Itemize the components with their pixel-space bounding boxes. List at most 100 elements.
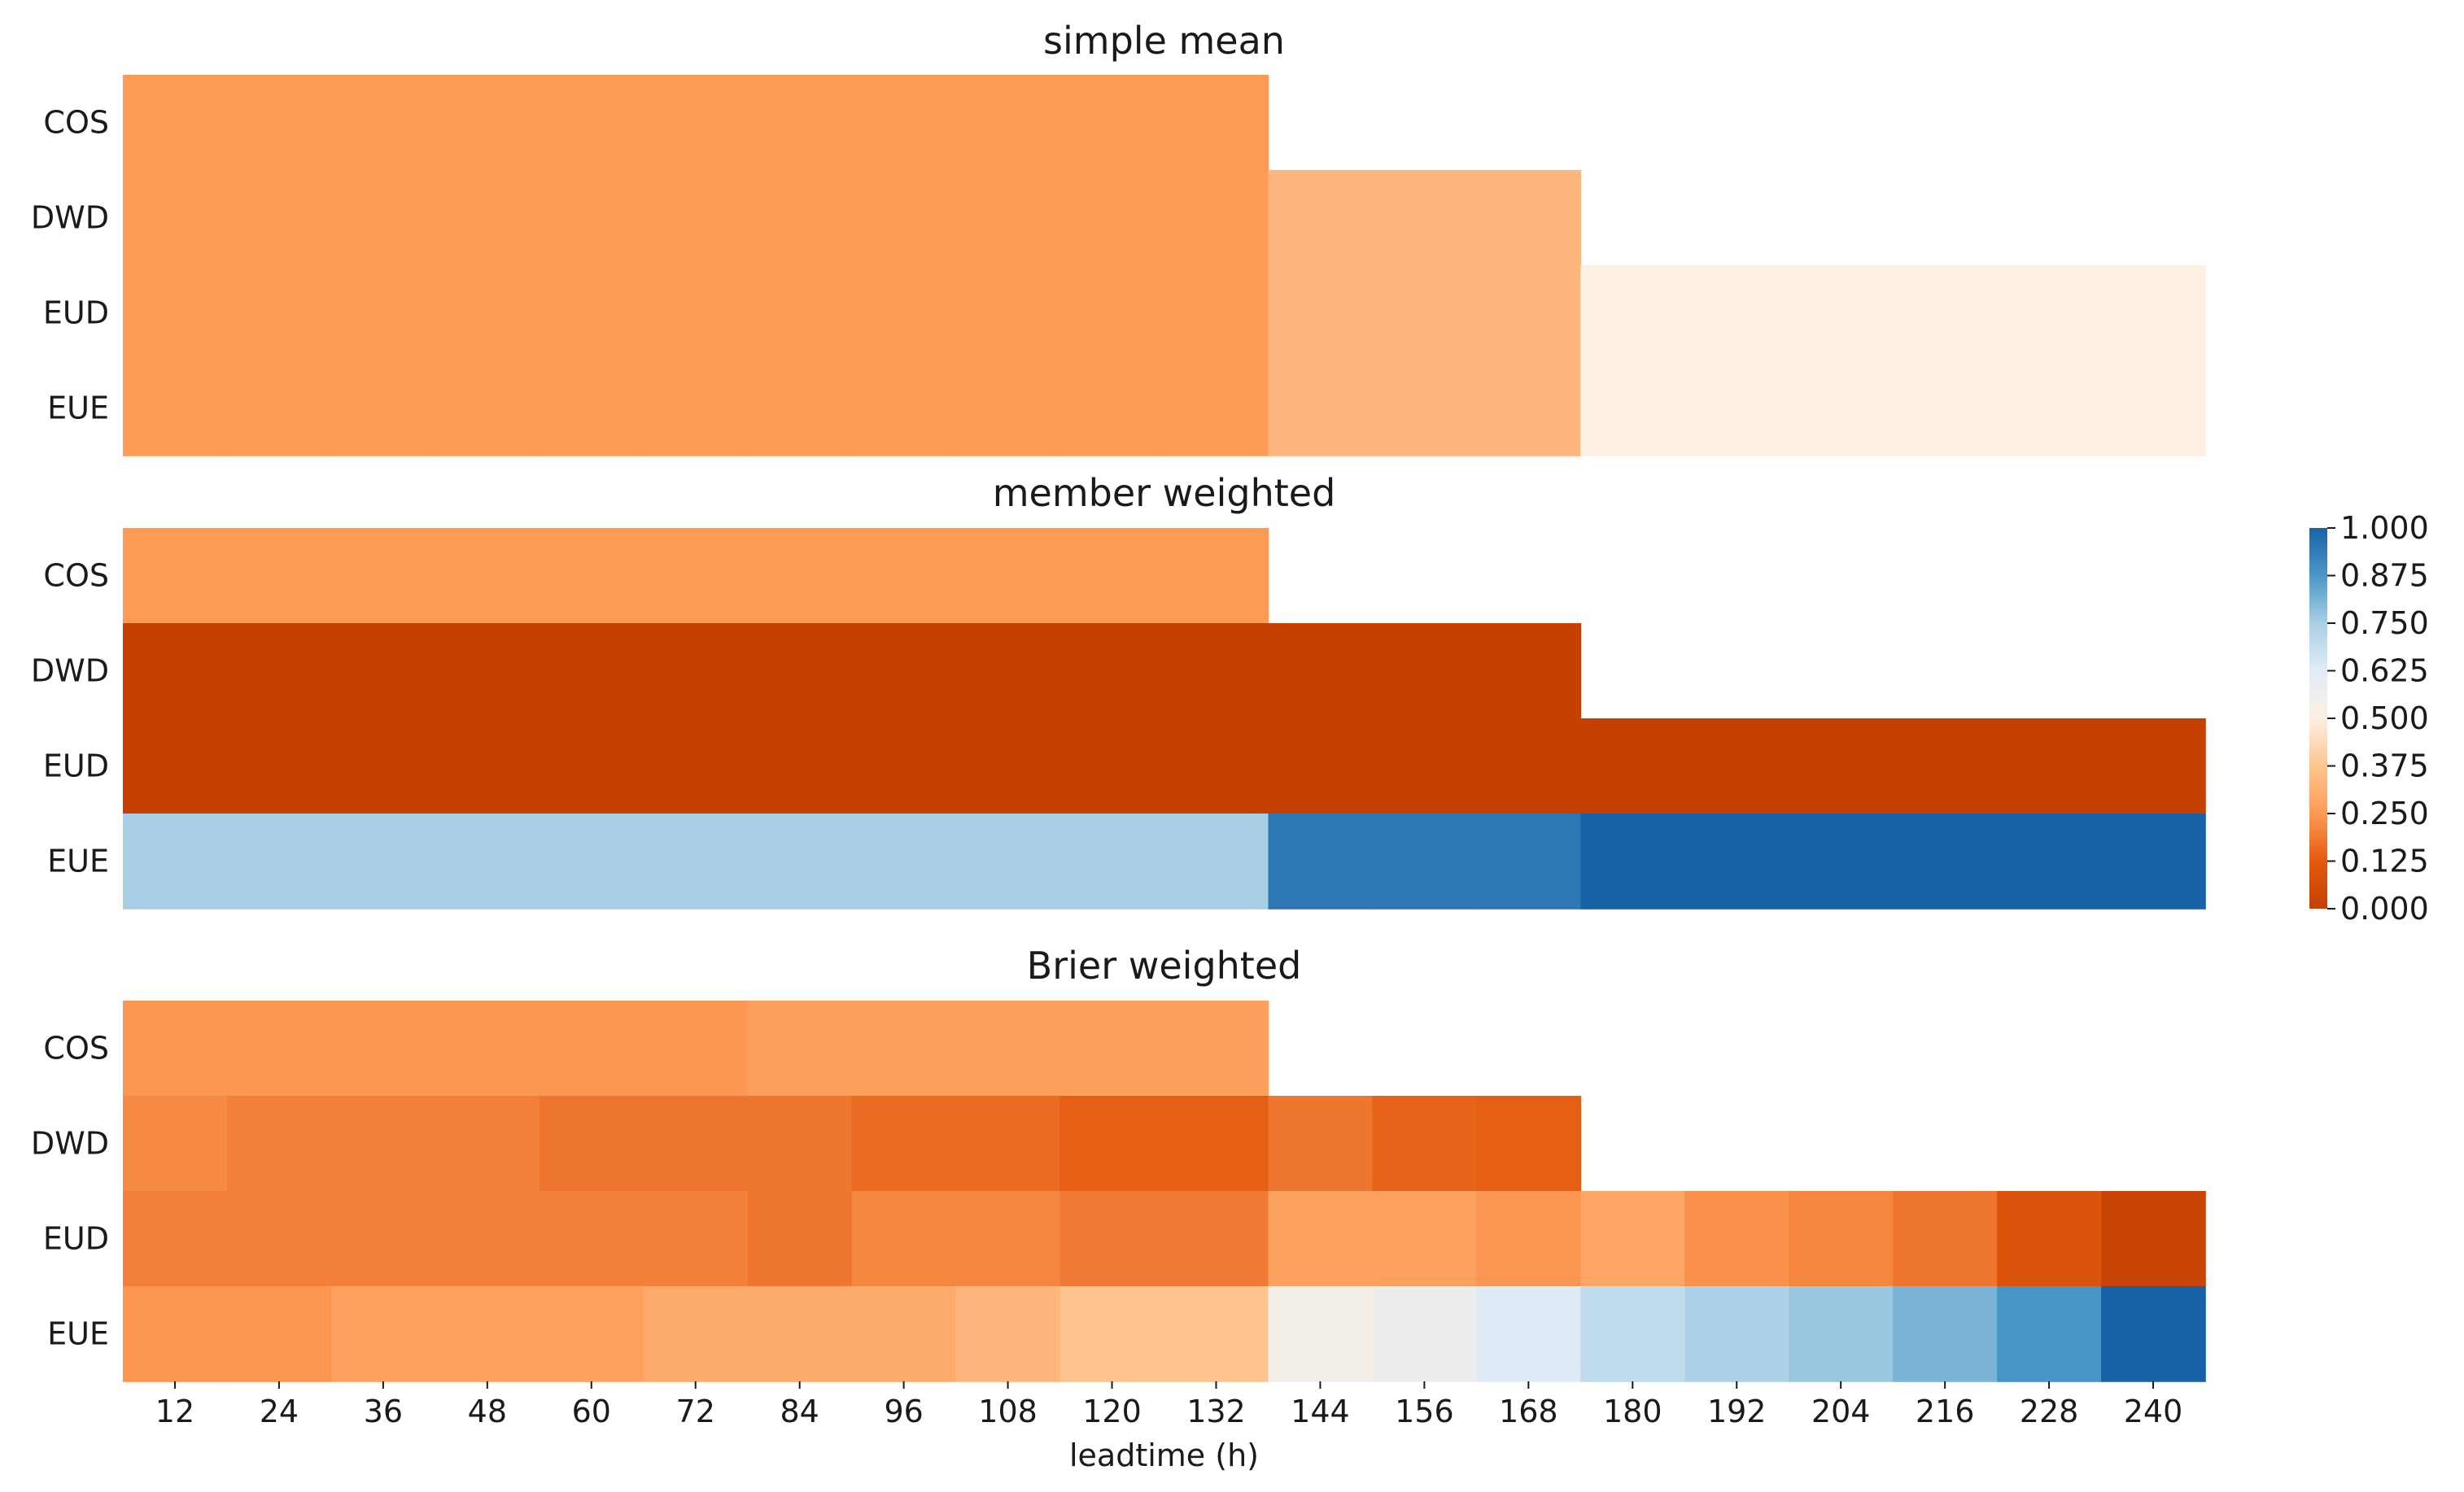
heatmap-cell — [435, 623, 540, 719]
heatmap-panels: simple mean COS DWD EUD EUE member weighted CO… — [31, 19, 2206, 1382]
heatmap-cell — [1580, 1191, 1686, 1287]
heatmap-cell — [539, 1001, 644, 1097]
heatmap-cell — [1476, 1286, 1582, 1382]
row-label: EUD — [43, 748, 109, 784]
heatmap-cell — [1789, 1191, 1894, 1287]
heatmap-cell — [1164, 528, 1269, 624]
heatmap-cell — [1164, 170, 1269, 266]
colorbar-tick-label: 1.000 — [2340, 510, 2429, 546]
colorbar-tick-label: 0.875 — [2340, 558, 2429, 594]
heatmap-cell — [1997, 1286, 2102, 1382]
heatmap-cell — [1372, 360, 1478, 456]
x-tick-label: 36 — [364, 1394, 403, 1429]
heatmap-cell — [2101, 814, 2206, 910]
heatmap-cell — [1476, 360, 1582, 456]
heatmap-cell — [1997, 360, 2102, 456]
x-tick-label: 192 — [1707, 1394, 1767, 1429]
heatmap-cell — [643, 1286, 749, 1382]
heatmap-cell — [643, 1001, 749, 1097]
heatmap-cell — [539, 170, 644, 266]
heatmap-cell — [851, 1096, 957, 1192]
heatmap-cell — [1372, 814, 1478, 910]
heatmap-cell — [435, 75, 540, 171]
x-tick-label: 84 — [780, 1394, 819, 1429]
heatmap-cell — [851, 265, 957, 361]
heatmap-cell — [1059, 718, 1165, 814]
heatmap-cell — [955, 75, 1061, 171]
heatmap-cell — [1789, 718, 1894, 814]
x-axis: 12 24 36 48 60 72 84 96 108 120 132 144 156 168 180 192… — [155, 1381, 2182, 1473]
heatmap-cell — [226, 1191, 332, 1287]
heatmap-cell — [1476, 1191, 1582, 1287]
heatmap-cell — [1268, 1286, 1374, 1382]
row-label: EUE — [47, 844, 109, 879]
heatmap-cell — [1268, 623, 1374, 719]
colorbar-tick-label: 0.000 — [2340, 891, 2429, 927]
heatmap-cell — [330, 1286, 436, 1382]
colorbar-tick-label: 0.375 — [2340, 748, 2429, 784]
colorbar-tick-label: 0.500 — [2340, 700, 2429, 736]
colorbar-tick-label: 0.625 — [2340, 653, 2429, 689]
heatmap-cell — [1893, 360, 1998, 456]
heatmap-cell — [1268, 170, 1374, 266]
x-tick-label: 60 — [572, 1394, 611, 1429]
heatmap-cell — [1059, 528, 1165, 624]
heatmap-cell — [1789, 265, 1894, 361]
heatmap-cell — [1684, 265, 1789, 361]
heatmap-cell — [330, 75, 436, 171]
row-label: COS — [43, 1031, 109, 1067]
heatmap-cell — [1997, 1191, 2102, 1287]
heatmap-cell — [226, 75, 332, 171]
heatmap-cell — [226, 623, 332, 719]
heatmap-cell — [643, 75, 749, 171]
heatmap-cell — [1997, 814, 2102, 910]
heatmap-cell — [747, 1286, 853, 1382]
heatmap-cell — [747, 718, 853, 814]
heatmap-cell — [955, 1286, 1061, 1382]
heatmap-cell — [1164, 1191, 1269, 1287]
heatmap-cell — [123, 718, 228, 814]
heatmap-cell — [226, 814, 332, 910]
heatmap-cell — [123, 814, 228, 910]
heatmap-cell — [1164, 1001, 1269, 1097]
heatmap-cell — [1059, 1001, 1165, 1097]
heatmap-cell — [1684, 1191, 1789, 1287]
heatmap-cell — [1893, 1191, 1998, 1287]
heatmap-cell — [1789, 360, 1894, 456]
heatmap-cell — [955, 1001, 1061, 1097]
heatmap-cell — [123, 1096, 228, 1192]
heatmap-cell — [1268, 814, 1374, 910]
heatmap-cell — [643, 623, 749, 719]
heatmap-cell — [539, 1191, 644, 1287]
heatmap-cell — [1580, 718, 1686, 814]
heatmap-cell — [1164, 360, 1269, 456]
x-tick-label: 132 — [1186, 1394, 1246, 1429]
heatmap-cell — [1164, 265, 1269, 361]
heatmap-cell — [123, 170, 228, 266]
heatmap-cell — [643, 814, 749, 910]
heatmap-cell — [226, 1096, 332, 1192]
heatmap-cell — [539, 528, 644, 624]
heatmap-cell — [1268, 718, 1374, 814]
heatmap-cell — [851, 75, 957, 171]
heatmap-cell — [539, 75, 644, 171]
heatmap-cell — [435, 718, 540, 814]
x-tick-label: 144 — [1291, 1394, 1350, 1429]
heatmap-cell — [1580, 265, 1686, 361]
heatmap-cell — [330, 623, 436, 719]
heatmap-cell — [1893, 1286, 1998, 1382]
x-tick-label: 180 — [1603, 1394, 1662, 1429]
heatmap-cell — [747, 75, 853, 171]
heatmap-cell — [330, 265, 436, 361]
heatmap-cell — [226, 718, 332, 814]
panel: Brier weighted COS DWD EUD EUE — [31, 944, 2206, 1382]
heatmap-cell — [539, 623, 644, 719]
x-tick-label: 72 — [676, 1394, 715, 1429]
heatmap-cell — [1372, 1286, 1478, 1382]
panel: simple mean COS DWD EUD EUE — [31, 19, 2206, 456]
row-label: EUD — [43, 1221, 109, 1257]
heatmap-cell — [1580, 360, 1686, 456]
heatmap-cell — [1268, 360, 1374, 456]
heatmap-cell — [851, 718, 957, 814]
